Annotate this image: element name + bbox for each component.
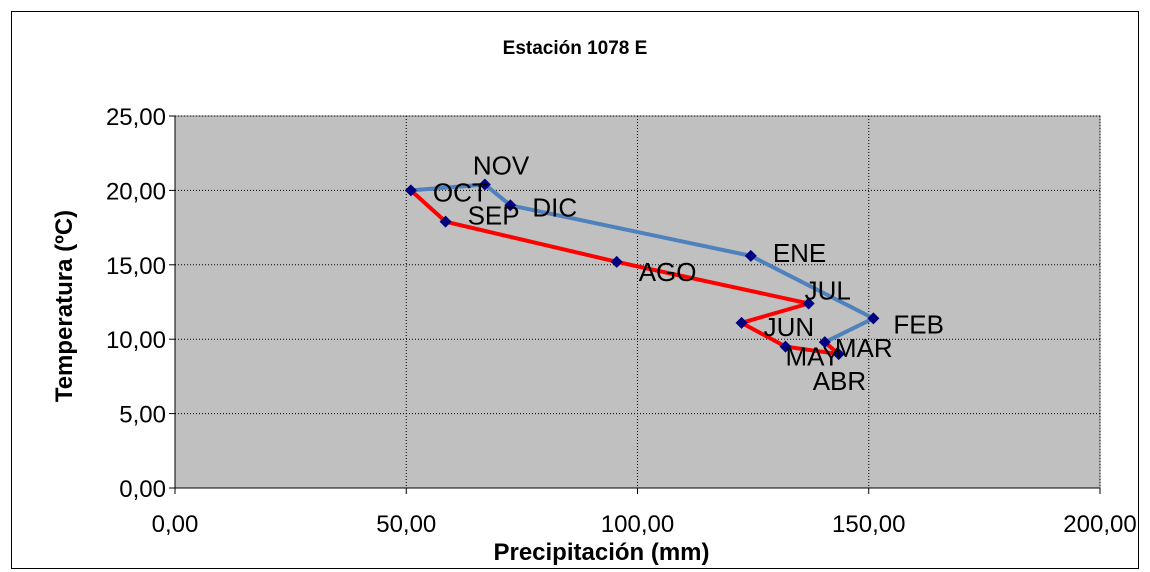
point-label: SEP xyxy=(468,201,520,231)
series-lines xyxy=(409,182,876,357)
data-point xyxy=(818,336,831,349)
point-label: JUN xyxy=(764,312,815,342)
y-tick-label: 20,00 xyxy=(106,178,166,205)
x-tick-label: 0,00 xyxy=(152,511,199,538)
y-tick-label: 25,00 xyxy=(106,104,166,131)
data-point xyxy=(735,316,748,329)
data-point xyxy=(867,312,880,325)
x-tick-label: 150,00 xyxy=(832,511,905,538)
point-label: MAY xyxy=(786,342,840,372)
data-point xyxy=(744,249,757,262)
point-label: MAR xyxy=(835,333,893,363)
y-tick-label: 0,00 xyxy=(119,476,166,503)
series-line xyxy=(410,182,876,344)
y-tick-label: 10,00 xyxy=(106,327,166,354)
x-axis-title: Precipitación (mm) xyxy=(493,539,709,566)
point-label: OCT xyxy=(433,177,488,207)
point-label: JUL xyxy=(805,275,851,305)
axes: 0,00 5,00 10,00 15,00 20,00 25,00 0,00 50,00 100… xyxy=(106,104,1137,538)
data-point xyxy=(478,178,491,191)
y-axis-title: Temperatura (ºC) xyxy=(51,210,78,402)
point-label: FEB xyxy=(893,309,944,339)
data-markers xyxy=(404,178,880,361)
data-point xyxy=(779,340,792,353)
chart-title: Estación 1078 E xyxy=(502,38,648,59)
y-tick-label: 15,00 xyxy=(106,253,166,280)
data-point xyxy=(832,348,845,361)
x-tick-label: 200,00 xyxy=(1063,511,1136,538)
data-point xyxy=(802,297,815,310)
data-point xyxy=(404,184,417,197)
data-point xyxy=(504,199,517,212)
data-point xyxy=(610,255,623,268)
data-point xyxy=(439,215,452,228)
point-label: DIC xyxy=(532,192,577,222)
x-tick-label: 50,00 xyxy=(376,511,436,538)
point-label: AGO xyxy=(639,257,697,287)
series-line xyxy=(409,188,841,357)
point-label: ABR xyxy=(813,366,866,396)
y-tick-label: 5,00 xyxy=(119,402,166,429)
x-tick-label: 100,00 xyxy=(601,511,674,538)
point-label: NOV xyxy=(473,150,530,180)
point-label: ENE xyxy=(773,238,826,268)
